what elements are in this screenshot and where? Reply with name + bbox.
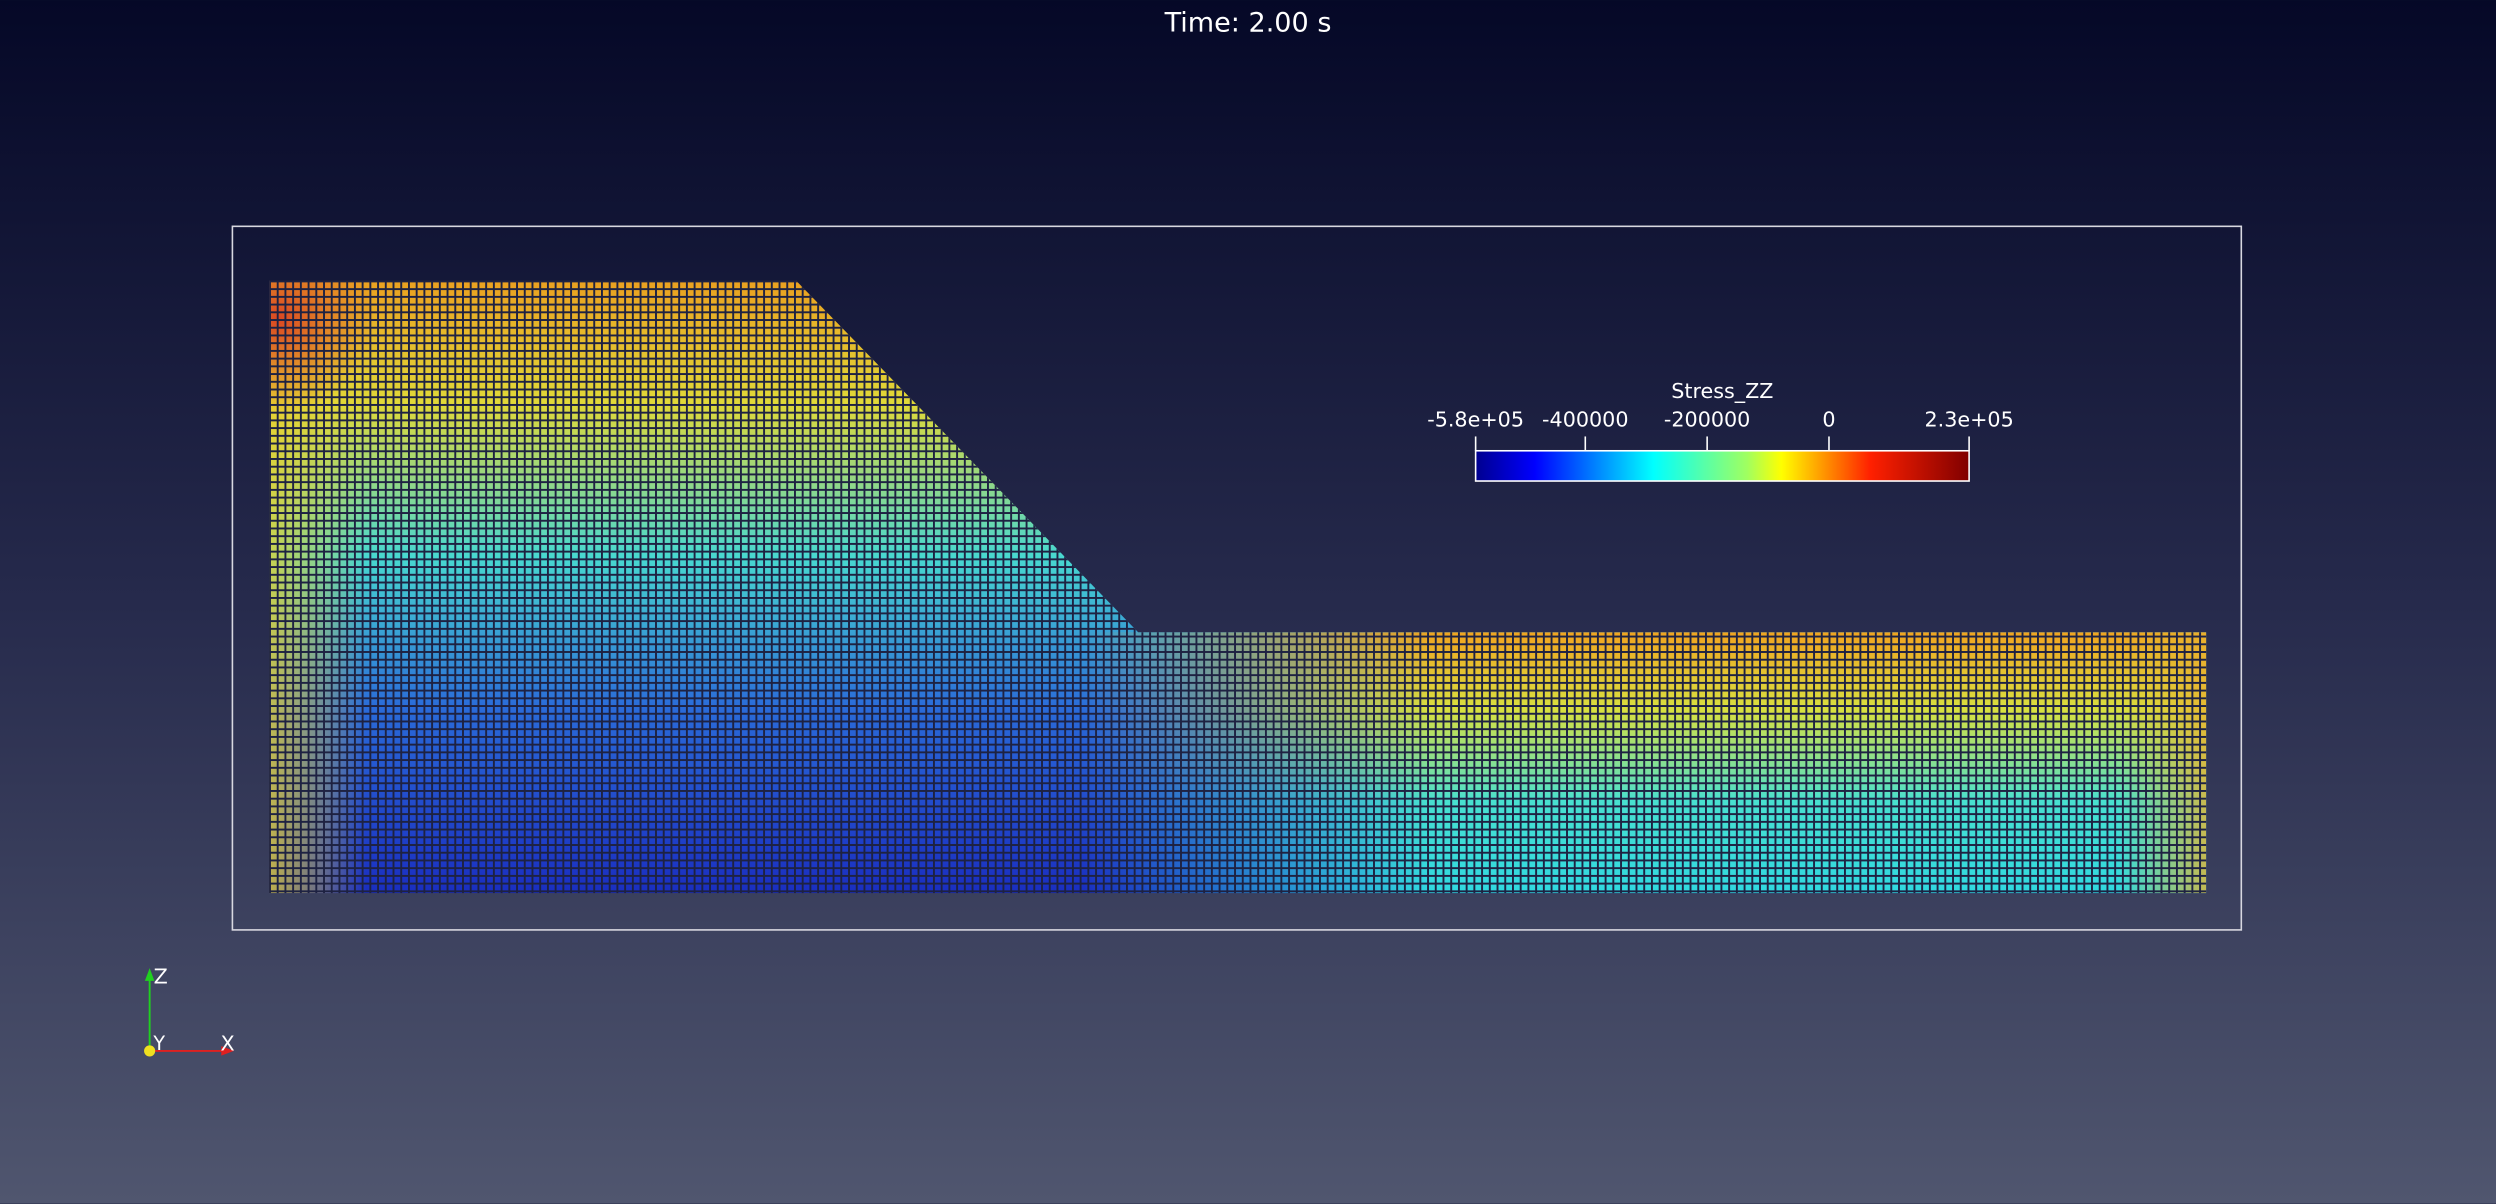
colorbar-tick-label: -200000	[1664, 408, 1750, 432]
y-label: Y	[152, 1032, 165, 1055]
z-label: Z	[154, 965, 168, 989]
colorbar-title: Stress_ZZ	[1671, 379, 1773, 404]
outline-box	[231, 225, 2243, 931]
orientation-axes: Z Y X	[144, 965, 235, 1057]
colorbar-tick-label: -400000	[1542, 408, 1628, 432]
colorbar-tick-label: 2.3e+05	[1924, 408, 2013, 432]
colorbar-gradient	[1474, 449, 1970, 482]
x-label: X	[221, 1032, 235, 1056]
x-arrow	[221, 1046, 234, 1056]
colorbar-tick-label: -5.8e+05	[1427, 408, 1524, 432]
y-axis	[144, 1045, 156, 1057]
colorbar: Stress_ZZ -5.8e+05 -400000 -200000 0 2.3e+05	[1427, 379, 2014, 482]
colorbar-tick-label: 0	[1822, 408, 1835, 432]
z-arrow	[144, 968, 155, 981]
time-label: Time: 2.00 s	[1164, 8, 1332, 39]
